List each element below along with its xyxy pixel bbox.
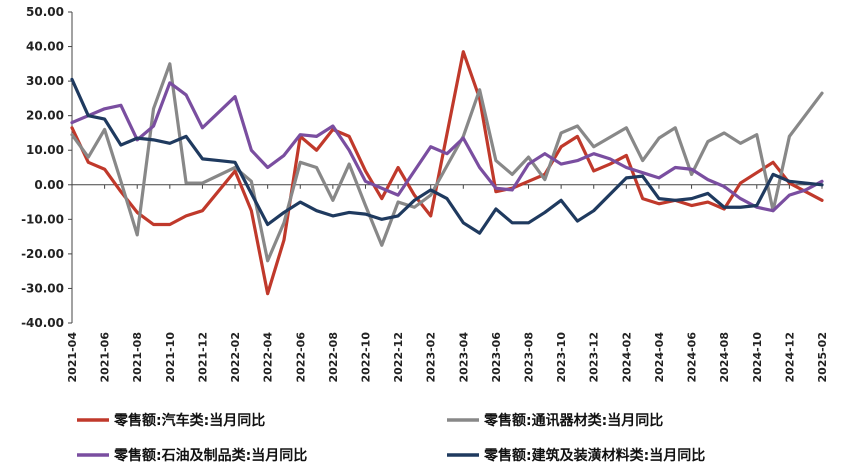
y-tick-label: -30.00 — [21, 281, 64, 295]
series-line-1 — [70, 50, 824, 296]
legend-label: 零售额:建筑及装潢材料类:当月同比 — [483, 447, 705, 464]
series-lines — [70, 50, 824, 296]
x-tick-label: 2021-04 — [66, 332, 79, 383]
x-tick-label: 2024-06 — [686, 332, 699, 383]
x-tick-label: 2022-10 — [359, 332, 372, 383]
legend-label: 零售额:石油及制品类:当月同比 — [113, 447, 307, 464]
x-tick-label: 2023-08 — [523, 332, 536, 383]
y-tick-label: -40.00 — [21, 316, 64, 330]
x-tick-label: 2022-06 — [294, 332, 307, 383]
x-tick-label: 2023-12 — [588, 332, 601, 383]
x-tick-label: 2024-02 — [620, 332, 633, 383]
y-axis-ticks: -40.00 -30.00 -20.00 -10.00 0.00 10.00 20.00 30… — [21, 5, 72, 330]
y-tick-label: 10.00 — [26, 143, 64, 157]
x-tick-label: 2024-04 — [653, 332, 666, 383]
x-tick-label: 2023-06 — [490, 332, 503, 383]
legend: 零售额:汽车类:当月同比 零售额:通讯器材类:当月同比零售额:石油及制品类:当月同… — [77, 412, 705, 464]
y-tick-label: -10.00 — [21, 212, 64, 226]
x-tick-label: 2023-10 — [555, 332, 568, 383]
x-tick-label: 2023-02 — [425, 332, 438, 383]
series-line-2 — [70, 62, 824, 263]
x-tick-label: 2025-02 — [816, 332, 829, 383]
x-tick-label: 2021-10 — [164, 332, 177, 383]
x-tick-label: 2021-08 — [131, 332, 144, 383]
legend-label: 零售额:通讯器材类:当月同比 — [483, 412, 663, 429]
y-tick-label: 40.00 — [26, 40, 64, 54]
series-line-3 — [70, 81, 824, 213]
x-tick-label: 2022-02 — [229, 332, 242, 383]
x-tick-label: 2021-12 — [196, 332, 209, 383]
x-tick-label: 2022-04 — [262, 332, 275, 383]
x-tick-label: 2024-12 — [783, 332, 796, 383]
x-tick-label: 2022-12 — [392, 332, 405, 383]
x-axis-ticks: 2021-04 2021-06 2021-08 2021-10 2021-12 2022-… — [66, 184, 829, 383]
y-tick-label: 30.00 — [26, 74, 64, 88]
x-tick-label: 2023-04 — [457, 332, 470, 383]
x-tick-label: 2022-08 — [327, 332, 340, 383]
y-tick-label: -20.00 — [21, 247, 64, 261]
x-tick-label: 2024-08 — [718, 332, 731, 383]
series-line-4 — [70, 77, 824, 235]
y-tick-label: 50.00 — [26, 5, 64, 19]
y-tick-label: 20.00 — [26, 109, 64, 123]
y-tick-label: 0.00 — [34, 178, 64, 192]
x-tick-label: 2024-10 — [751, 332, 764, 383]
x-tick-label: 2021-06 — [99, 332, 112, 383]
legend-label: 零售额:汽车类:当月同比 — [113, 412, 265, 429]
